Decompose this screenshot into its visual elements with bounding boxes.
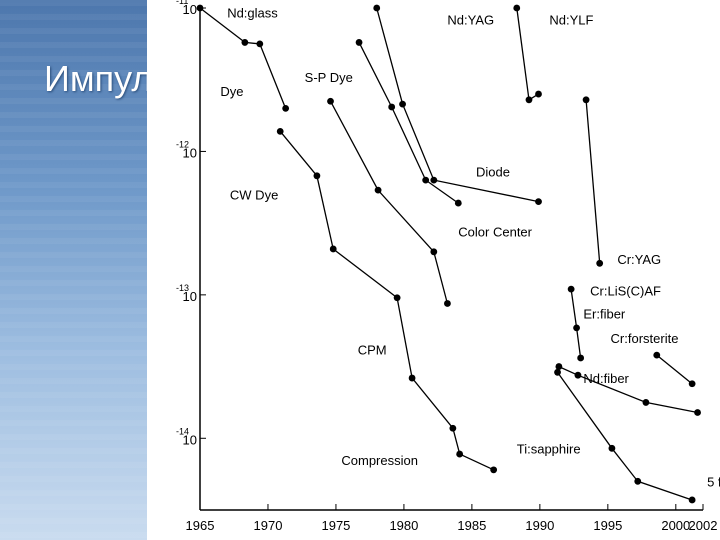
data-point (422, 176, 430, 184)
data-point (399, 100, 406, 108)
series-label: Nd:YAG (447, 12, 494, 27)
series-label: Nd:YLF (549, 12, 593, 27)
series-line (656, 354, 693, 385)
series-label: Diode (476, 165, 510, 180)
data-point (276, 127, 284, 135)
annotation-label: 5 fs (707, 474, 720, 489)
x-tick-label: 1980 (389, 518, 418, 533)
data-point (596, 259, 604, 267)
data-point (444, 300, 451, 307)
data-point (456, 450, 464, 458)
data-point (393, 294, 401, 302)
series-line (558, 366, 698, 414)
series-label: Color Center (458, 225, 532, 240)
series-label: S-P Dye (305, 70, 353, 85)
data-point (525, 96, 533, 104)
pulse-duration-chart: 1965 1970 1975 1980 1985 1990 1995 2000200210-1… (176, 0, 720, 533)
series-label: Dye (220, 84, 243, 99)
data-point (373, 4, 381, 12)
series-label: Compression (341, 453, 418, 468)
y-tick-exponent: -13 (176, 283, 189, 293)
data-point (574, 371, 582, 379)
data-point (567, 285, 575, 293)
series-label: Cr:LiS(C)AF (590, 284, 661, 299)
data-point (688, 496, 696, 504)
data-point (282, 105, 290, 112)
series-line (199, 7, 287, 109)
x-tick-label: 1975 (321, 518, 350, 533)
y-tick-label: 10 (183, 145, 197, 160)
data-point (608, 444, 616, 452)
series-line (585, 99, 601, 264)
data-point (653, 351, 661, 359)
series-label: Cr:YAG (617, 252, 661, 267)
y-tick-exponent: -12 (176, 139, 189, 149)
series-label: Er:fiber (583, 307, 626, 322)
data-point (313, 172, 321, 180)
slide-title: Импул (44, 58, 153, 99)
x-tick-label: 1970 (254, 518, 283, 533)
data-point (642, 399, 650, 406)
chart-panel: 1965 1970 1975 1980 1985 1990 1995 2000 2002 10 -1… (147, 0, 720, 540)
y-tick-exponent: -14 (176, 426, 189, 436)
y-tick-label: 10 (183, 432, 197, 447)
data-point (555, 363, 563, 370)
x-tick-label: 1985 (457, 518, 486, 533)
data-point (573, 324, 580, 332)
x-tick-label: 1965 (186, 518, 215, 533)
data-point (430, 248, 438, 256)
data-point (355, 39, 363, 46)
data-point (327, 97, 334, 105)
series-line (329, 100, 449, 304)
data-point (374, 186, 382, 194)
series-line (358, 42, 459, 204)
y-tick-label: 10 (183, 2, 197, 17)
x-tick-label: 1995 (593, 518, 622, 533)
data-point (430, 176, 438, 184)
series-label: Ti:sapphire (517, 441, 581, 456)
data-point (535, 198, 542, 206)
y-tick-exponent: -11 (176, 0, 188, 6)
series-line (376, 7, 539, 203)
data-point (694, 409, 701, 416)
series-line (556, 371, 693, 501)
x-tick-label: 1990 (525, 518, 554, 533)
data-point (535, 90, 542, 98)
x-tick-label: 2000 (661, 518, 690, 533)
series-line (516, 7, 539, 101)
data-point (241, 39, 249, 46)
series-line (570, 289, 582, 359)
series-label: CW Dye (230, 187, 278, 202)
data-point (577, 354, 585, 362)
series-label: CPM (358, 342, 387, 357)
data-point (688, 380, 696, 388)
data-point (388, 103, 396, 111)
series-line (279, 130, 494, 471)
data-point (490, 466, 498, 474)
data-point (256, 40, 264, 48)
y-tick-label: 10 (183, 289, 197, 304)
series-label: Cr:forsterite (611, 331, 679, 346)
data-point (329, 245, 337, 253)
x-tick-label: 2002 (689, 518, 718, 533)
data-point (634, 477, 642, 485)
data-point (454, 199, 462, 207)
data-point (449, 424, 457, 432)
data-point (196, 4, 204, 12)
series-label: Nd:glass (227, 5, 278, 20)
data-point (554, 368, 561, 376)
data-point (408, 374, 416, 382)
data-point (582, 96, 590, 104)
data-point (513, 4, 521, 12)
series-label: Nd:fiber (583, 371, 629, 386)
